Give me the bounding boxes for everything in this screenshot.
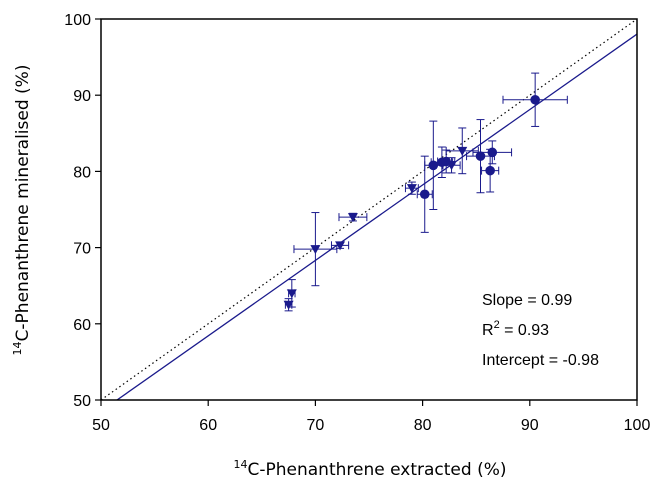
r-squared-value: = 0.93	[500, 322, 549, 339]
regression-lines	[101, 19, 637, 400]
r-squared-superscript: 2	[494, 319, 500, 331]
x-tick-label: 80	[414, 417, 432, 434]
circle-point	[472, 140, 513, 165]
y-axis-title: 14C-Phenanthrene mineralised (%)	[11, 65, 33, 356]
circle-marker	[530, 94, 540, 105]
y-tick-label: 70	[73, 241, 91, 258]
triangle-marker	[347, 213, 358, 223]
triangle-marker	[406, 184, 417, 194]
triangle-marker	[286, 289, 297, 299]
y-tick-label: 50	[73, 393, 91, 410]
x-axis-title-superscript: 14	[234, 458, 248, 471]
y-tick-label: 100	[64, 12, 91, 29]
y-tick-label: 60	[73, 317, 91, 334]
triangle-marker	[310, 245, 321, 255]
plot-frame	[100, 18, 638, 401]
intercept-annotation: Intercept = -0.98	[482, 352, 599, 369]
circle-marker	[419, 189, 430, 200]
x-tick-label: 50	[92, 417, 110, 434]
fit-line	[115, 33, 637, 400]
identity-line	[101, 19, 637, 400]
x-tick-label: 90	[521, 417, 539, 434]
x-axis-title-text: C-Phenanthrene extracted (%)	[248, 460, 507, 480]
r-squared-annotation: R2 = 0.93	[482, 319, 549, 339]
triangle-marker	[335, 241, 346, 251]
triangle-point	[293, 212, 338, 287]
triangle-point	[404, 181, 419, 195]
triangle-point	[330, 241, 350, 251]
x-axis-title: 14C-Phenanthrene extracted (%)	[234, 458, 507, 480]
x-tick-label: 100	[624, 417, 651, 434]
y-tick-label: 80	[73, 164, 91, 181]
y-axis-title-text: C-Phenanthrene mineralised (%)	[13, 65, 33, 342]
circle-marker	[485, 165, 495, 176]
axis-ticks: 50 60 70 80 90 100 50 60 70 80 90 100	[64, 12, 650, 434]
triangle-point	[338, 212, 368, 223]
circle-point	[502, 72, 568, 127]
x-tick-label: 70	[307, 417, 325, 434]
circle-marker	[441, 156, 451, 167]
y-tick-label: 90	[73, 88, 91, 105]
slope-annotation: Slope = 0.99	[482, 292, 572, 309]
x-tick-label: 60	[199, 417, 217, 434]
circle-marker	[487, 147, 498, 158]
r-squared-base: R	[482, 322, 494, 339]
triangle-point	[286, 279, 297, 308]
circle-point	[481, 148, 500, 193]
y-axis-title-superscript: 14	[11, 341, 24, 355]
triangle-point	[283, 298, 294, 312]
triangle-marker	[283, 300, 294, 310]
data-points	[283, 72, 568, 312]
triangle-marker	[457, 146, 468, 156]
circle-point	[437, 149, 456, 174]
circle-marker	[475, 151, 486, 161]
